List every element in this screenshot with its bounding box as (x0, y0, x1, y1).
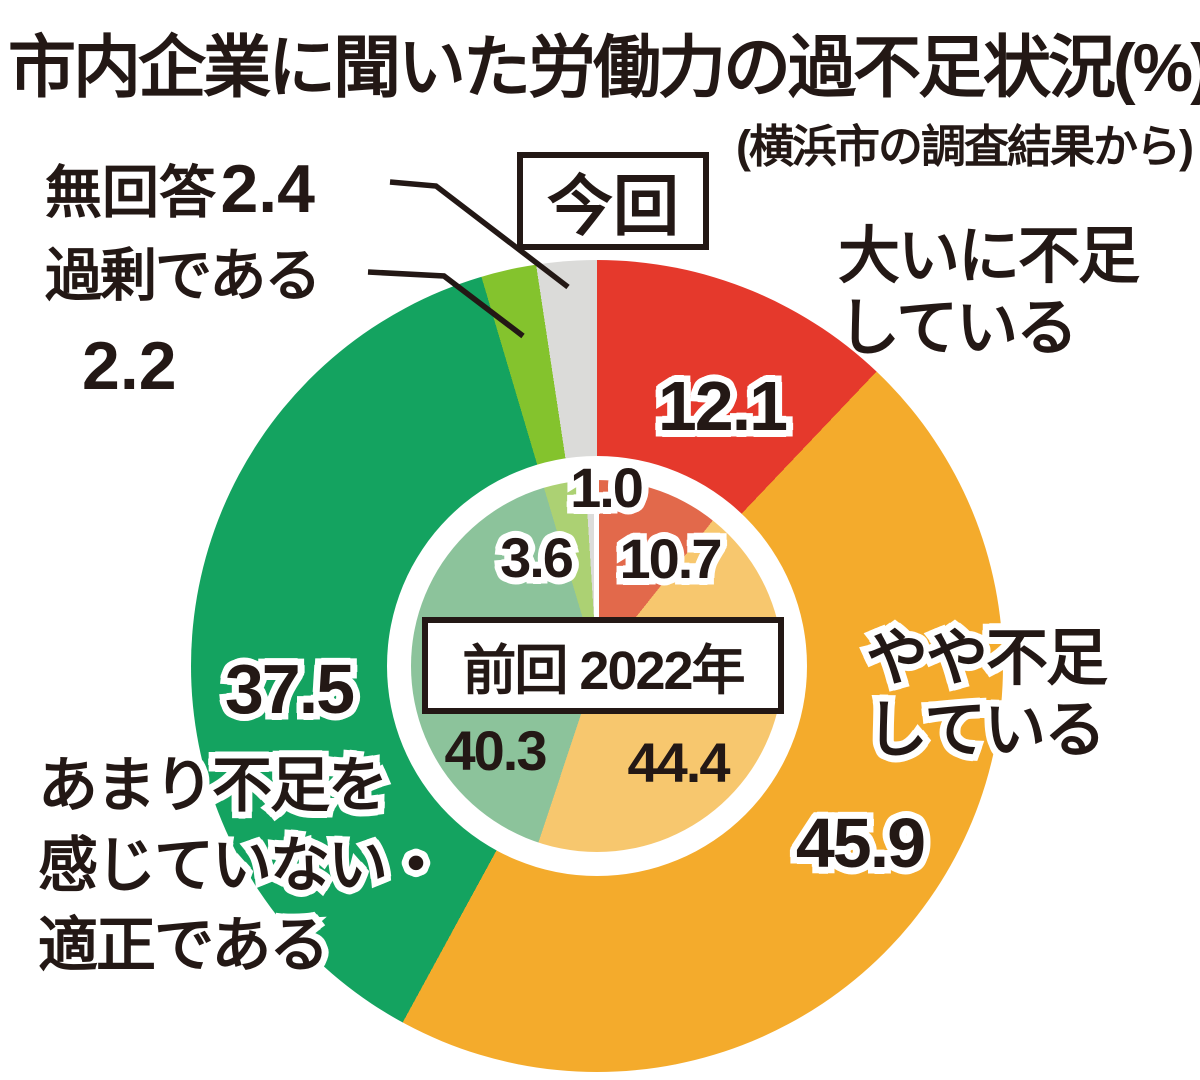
major-shortage-inner-value-wrap: 10.7 (620, 531, 723, 588)
some-shortage-label-line1: やや不足 (866, 628, 1108, 691)
some-shortage-outer-value: 45.9 (796, 808, 926, 878)
no-answer-inner-value-wrap: 1.0 (570, 460, 644, 517)
no-answer-outer-value: 2.4 (220, 151, 315, 227)
major-shortage-label-line2: している (838, 294, 1078, 363)
no-shortage-inner-value: 40.3 (444, 719, 548, 782)
some-shortage-label-line2: している (866, 700, 1106, 763)
no-shortage-label-line1: あまり不足を (38, 756, 388, 817)
some-shortage-inner-value: 44.4 (627, 731, 731, 794)
inner-pie-top-divider (594, 478, 599, 668)
surplus-inner-value: 3.6 (500, 530, 574, 587)
no-answer-label-row: 無回答 2.4 (45, 155, 315, 223)
no-shortage-outer-value-wrap: 37.5 (225, 654, 355, 724)
current-survey-label-box: 今回 (517, 152, 709, 250)
no-answer-inner-value: 1.0 (570, 460, 644, 517)
some-shortage-label: やや不足 している (866, 628, 1108, 772)
chart-title: 市内企業に聞いた労働力の過不足状況(%) (8, 30, 1200, 106)
no-answer-label: 無回答 (45, 161, 216, 225)
some-shortage-outer-value-wrap: 45.9 (796, 808, 926, 878)
surplus-inner-value-wrap: 3.6 (500, 530, 574, 587)
no-shortage-label-line2: 感じていない・ (38, 836, 446, 897)
current-survey-label: 今回 (547, 169, 679, 243)
surplus-outer-value: 2.2 (82, 328, 177, 404)
major-shortage-outer-value-wrap: 12.1 (658, 371, 788, 441)
surplus-label: 過剰である (45, 244, 321, 308)
no-shortage-label-line3: 適正である (38, 916, 329, 977)
major-shortage-label-line1: 大いに不足 (838, 222, 1140, 291)
previous-survey-label: 前回 2022年 (462, 641, 745, 701)
major-shortage-label: 大いに不足 している (838, 222, 1140, 370)
no-shortage-outer-value: 37.5 (225, 654, 355, 724)
previous-survey-label-box: 前回 2022年 (422, 617, 784, 714)
chart-source-note: (横浜市の調査結果から) (736, 121, 1194, 172)
no-shortage-label: あまり不足を 感じていない・ 適正である (38, 756, 446, 986)
major-shortage-outer-value: 12.1 (658, 371, 788, 441)
major-shortage-inner-value: 10.7 (620, 531, 723, 588)
